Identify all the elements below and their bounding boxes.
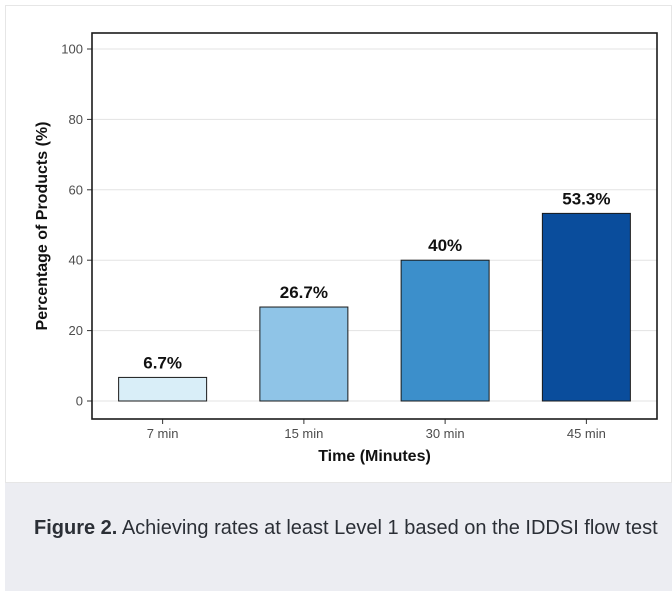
y-tick-label: 20 — [69, 323, 83, 338]
x-tick-label: 7 min — [147, 426, 179, 441]
x-tick-label: 15 min — [284, 426, 323, 441]
y-axis-title: Percentage of Products (%) — [34, 122, 51, 331]
bar — [541, 212, 631, 402]
bar — [400, 259, 490, 402]
data-label: 26.7% — [280, 283, 328, 302]
caption-text: Achieving rates at least Level 1 based o… — [117, 517, 658, 539]
y-tick-label: 100 — [61, 42, 83, 57]
data-label: 53.3% — [562, 189, 610, 208]
bar — [259, 306, 349, 402]
plot-border — [91, 32, 658, 420]
x-axis-title: Time (Minutes) — [318, 448, 431, 465]
y-tick-label: 60 — [69, 182, 83, 197]
y-tick-label: 80 — [69, 112, 83, 127]
y-tick-label: 40 — [69, 253, 83, 268]
figure-caption: Figure 2. Achieving rates at least Level… — [5, 483, 672, 591]
data-label: 6.7% — [143, 353, 182, 372]
data-label: 40% — [428, 236, 462, 255]
caption-label: Figure 2. — [34, 517, 118, 539]
bar — [118, 376, 208, 402]
x-tick-label: 30 min — [426, 426, 465, 441]
x-tick-label: 45 min — [567, 426, 606, 441]
bar-chart: 6.7% 7 min 26.7% 15 min 40% 30 min 53.3% 45 min… — [34, 32, 658, 465]
y-tick-label: 0 — [76, 394, 83, 409]
